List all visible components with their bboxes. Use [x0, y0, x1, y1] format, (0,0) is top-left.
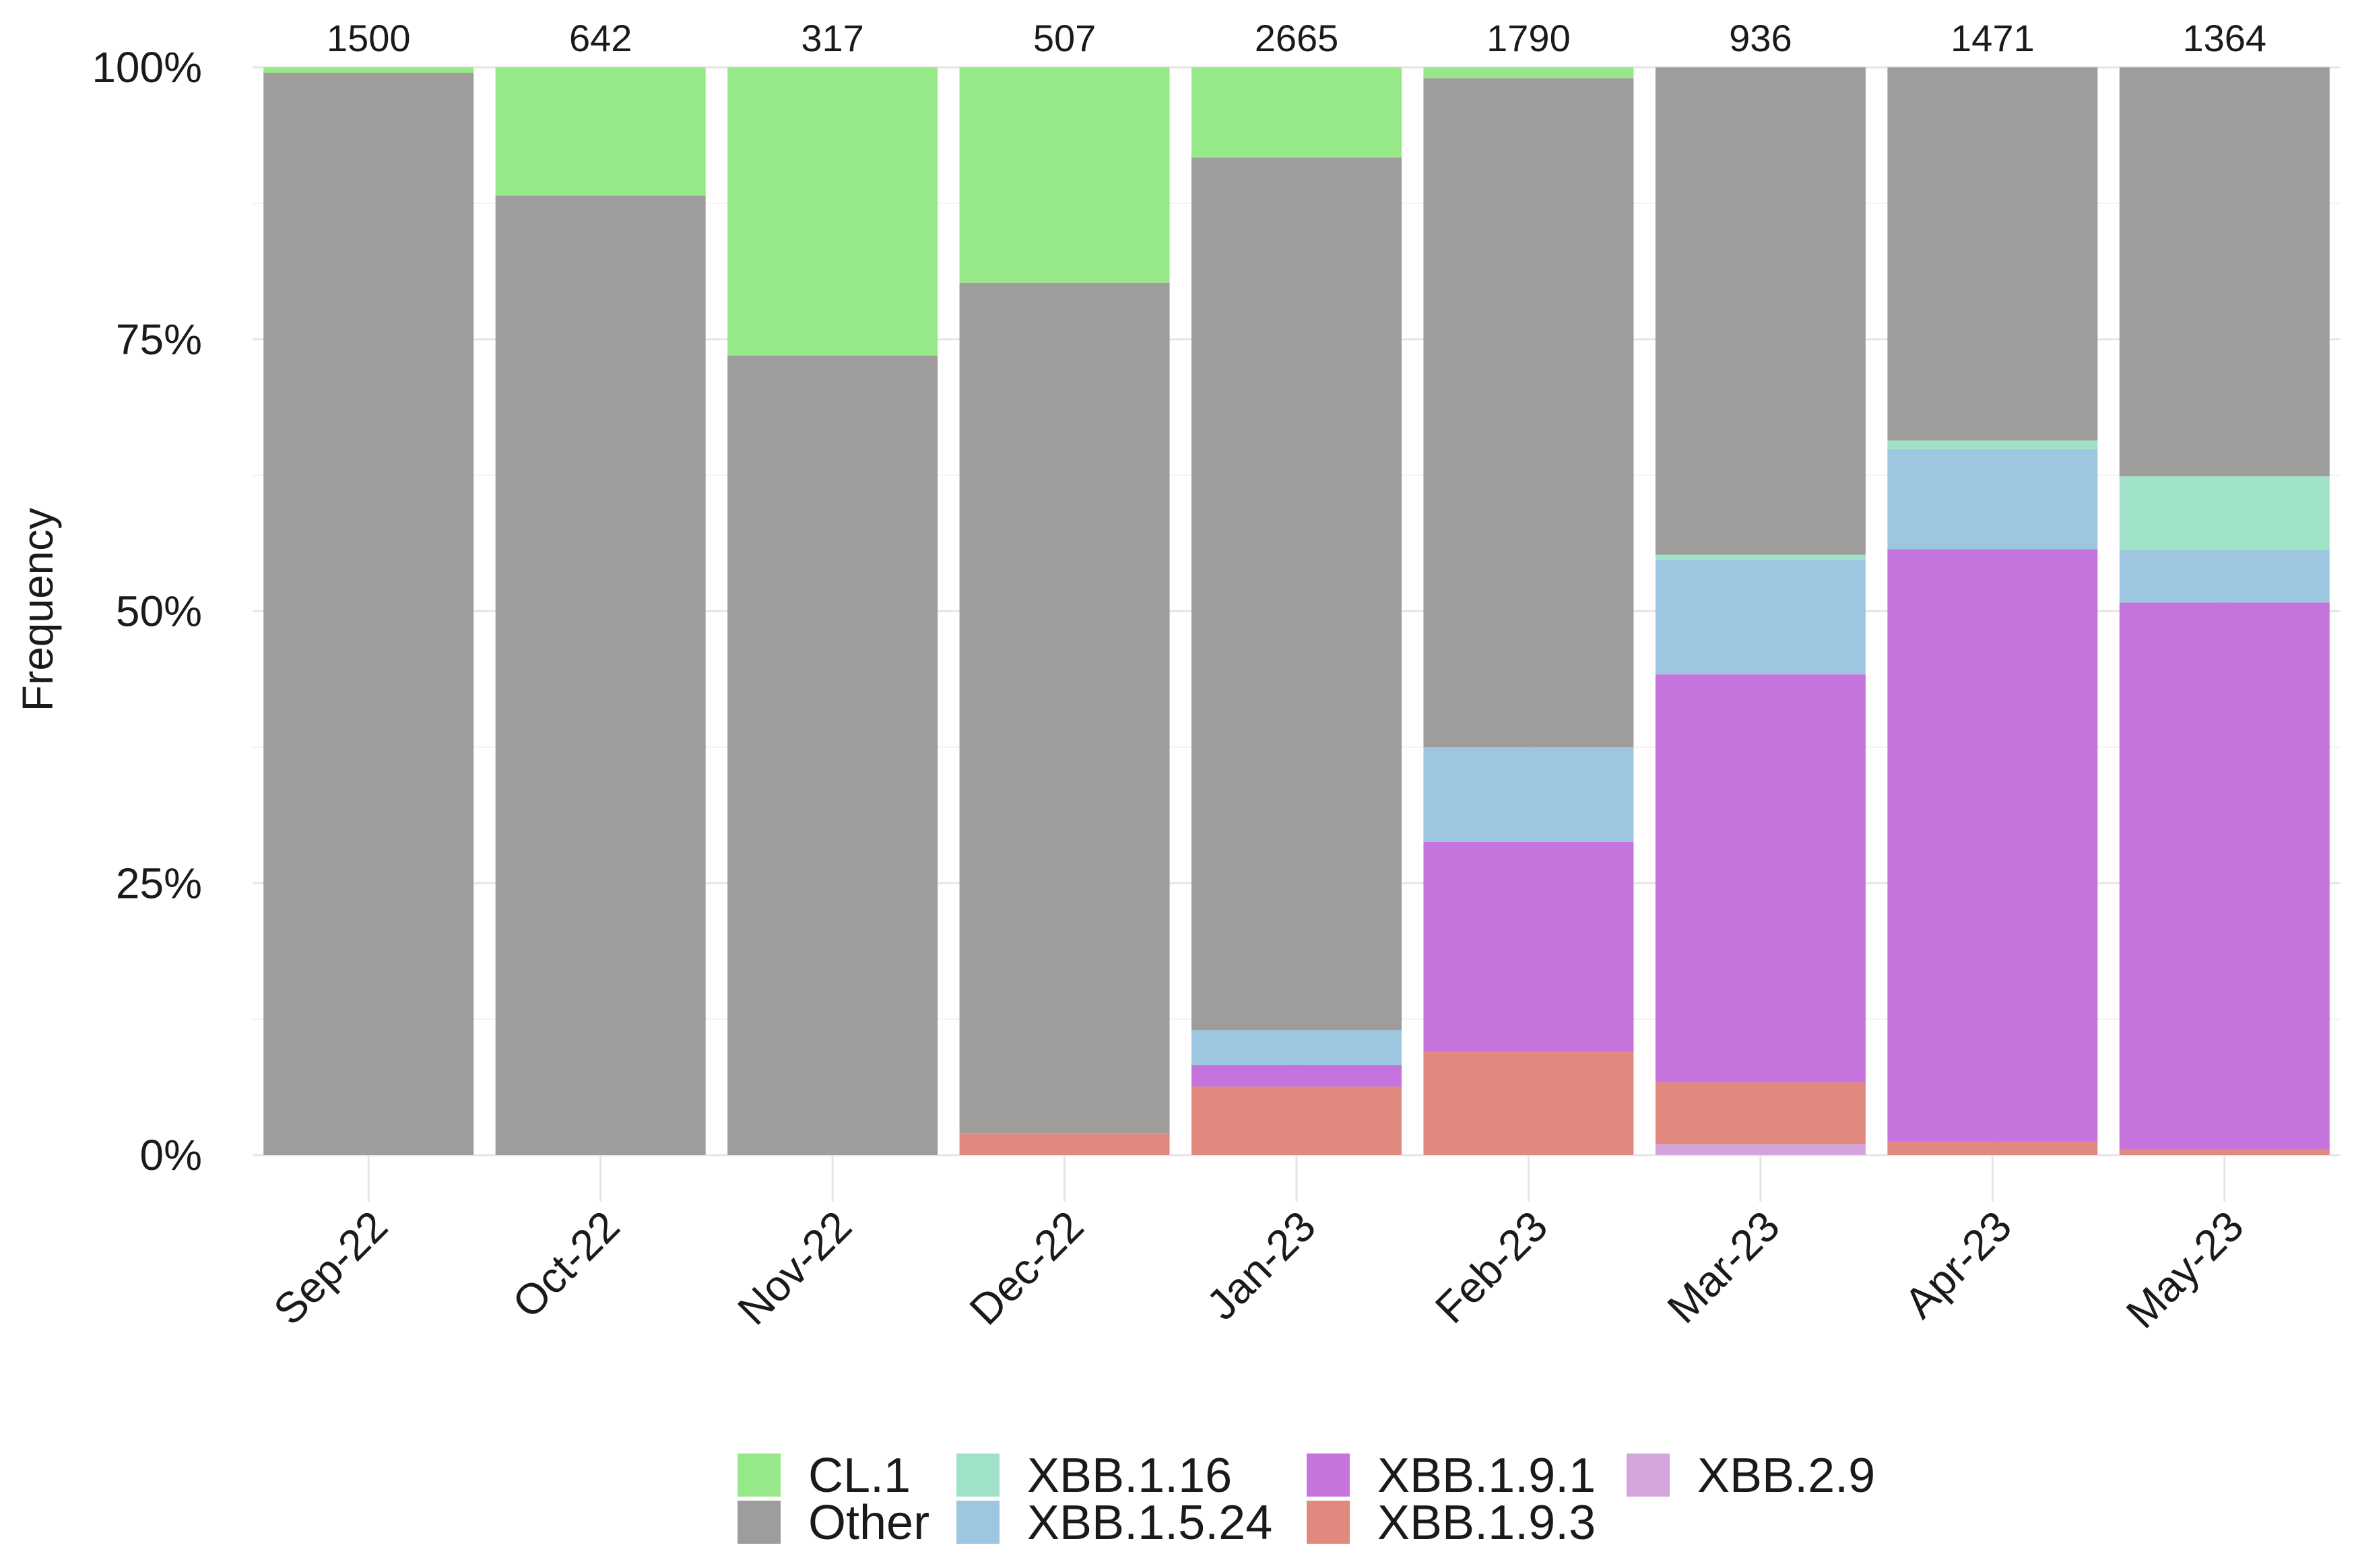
count-label-may-23: 1364: [2182, 17, 2266, 59]
bar-segment-oct-22-cl-1: [495, 67, 706, 196]
legend-swatch-xbb-2-9: [1627, 1453, 1670, 1497]
count-label-dec-22: 507: [1033, 17, 1096, 59]
bar-segment-nov-22-cl-1: [727, 67, 938, 356]
y-tick-label-100: 100%: [92, 43, 202, 92]
legend-swatch-other: [738, 1501, 781, 1544]
bar-segment-nov-22-other: [727, 355, 938, 1155]
bar-segment-feb-23-other: [1423, 78, 1634, 748]
bar-segment-feb-23-xbb-1-9-1: [1423, 841, 1634, 1052]
count-label-feb-23: 1790: [1486, 17, 1571, 59]
bar-segment-dec-22-cl-1: [959, 67, 1170, 283]
x-axis: Sep-22 Oct-22 Nov-22 Dec-22 Jan-23 Feb-23 Mar-…: [264, 1202, 2252, 1338]
legend-swatch-cl-1: [738, 1453, 781, 1497]
bar-segment-apr-23-xbb-1-9-1: [1887, 549, 2098, 1142]
legend-label-xbb-1-9-1: XBB.1.9.1: [1377, 1449, 1596, 1503]
count-label-oct-22: 642: [569, 17, 632, 59]
legend-swatch-xbb-1-9-1: [1307, 1453, 1350, 1497]
x-tick-label-mar-23: Mar-23: [1658, 1202, 1789, 1332]
bar-segment-feb-23-cl-1: [1423, 67, 1634, 79]
count-label-mar-23: 936: [1729, 17, 1792, 59]
x-tick-label-may-23: May-23: [2117, 1202, 2253, 1338]
count-label-apr-23: 1471: [1951, 17, 2035, 59]
bar-segment-mar-23-xbb-2-9: [1655, 1144, 1866, 1155]
bar-segment-jan-23-xbb-1-5-24: [1191, 1030, 1402, 1065]
y-tick-label-50: 50%: [116, 587, 202, 636]
x-tick-label-nov-22: Nov-22: [728, 1202, 861, 1334]
x-tick-label-jan-23: Jan-23: [1198, 1202, 1325, 1329]
legend-label-xbb-1-5-24: XBB.1.5.24: [1027, 1496, 1272, 1550]
x-tick-label-dec-22: Dec-22: [960, 1202, 1093, 1334]
bar-segment-dec-22-xbb-1-9-3: [959, 1133, 1170, 1155]
x-tick-label-oct-22: Oct-22: [503, 1202, 629, 1328]
y-tick-label-0: 0%: [140, 1131, 203, 1179]
bar-segment-may-23-xbb-1-9-3: [2119, 1149, 2330, 1155]
bar-segment-mar-23-xbb-1-9-1: [1655, 674, 1866, 1082]
legend: CL.1OtherXBB.1.16XBB.1.5.24XBB.1.9.1XBB.…: [738, 1449, 1875, 1550]
legend-swatch-xbb-1-9-3: [1307, 1501, 1350, 1544]
bar-segment-may-23-xbb-1-16: [2119, 476, 2330, 551]
bar-segment-feb-23-xbb-1-5-24: [1423, 747, 1634, 842]
bar-segment-jan-23-other: [1191, 158, 1402, 1031]
y-axis-title: Frequency: [13, 508, 62, 711]
x-tick-label-apr-23: Apr-23: [1895, 1202, 2021, 1328]
legend-label-xbb-1-9-3: XBB.1.9.3: [1377, 1496, 1596, 1550]
count-label-nov-22: 317: [801, 17, 863, 59]
y-tick-label-75: 75%: [116, 315, 202, 364]
bar-segment-may-23-xbb-1-5-24: [2119, 550, 2330, 603]
bar-segment-may-23-other: [2119, 67, 2330, 477]
y-axis: 0% 25% 50% 75% 100%: [92, 43, 202, 1179]
bar-segment-apr-23-xbb-1-16: [1887, 440, 2098, 449]
legend-label-xbb-2-9: XBB.2.9: [1697, 1449, 1875, 1503]
bar-segment-jan-23-xbb-1-9-1: [1191, 1064, 1402, 1087]
legend-swatch-xbb-1-16: [956, 1453, 1000, 1497]
bar-segment-feb-23-xbb-1-9-3: [1423, 1051, 1634, 1155]
x-tick-label-feb-23: Feb-23: [1426, 1202, 1557, 1332]
count-label-jan-23: 2665: [1255, 17, 1339, 59]
bar-segment-sep-22-cl-1: [263, 67, 474, 73]
legend-label-other: Other: [808, 1496, 929, 1550]
bar-segment-apr-23-xbb-1-9-3: [1887, 1142, 2098, 1155]
sample-counts: 1500 642 317 507 2665 1790 936 1471 1364: [327, 17, 2266, 59]
bar-segment-mar-23-xbb-1-9-3: [1655, 1082, 1866, 1144]
bar-segment-apr-23-xbb-1-5-24: [1887, 449, 2098, 550]
bar-segment-mar-23-xbb-1-16: [1655, 554, 1866, 560]
bar-segment-jan-23-cl-1: [1191, 67, 1402, 158]
y-tick-label-25: 25%: [116, 859, 202, 907]
bar-segment-sep-22-other: [263, 73, 474, 1156]
x-tick-label-sep-22: Sep-22: [264, 1202, 397, 1334]
bar-segment-mar-23-other: [1655, 67, 1866, 555]
bar-stacks: [263, 67, 2330, 1156]
bar-segment-jan-23-xbb-1-9-3: [1191, 1086, 1402, 1155]
bar-segment-may-23-xbb-1-9-1: [2119, 602, 2330, 1150]
bar-segment-dec-22-other: [959, 282, 1170, 1134]
legend-label-xbb-1-16: XBB.1.16: [1027, 1449, 1232, 1503]
bar-segment-mar-23-xbb-1-5-24: [1655, 560, 1866, 675]
bar-segment-apr-23-other: [1887, 67, 2098, 440]
legend-swatch-xbb-1-5-24: [956, 1501, 1000, 1544]
count-label-sep-22: 1500: [327, 17, 411, 59]
bar-segment-oct-22-other: [495, 195, 706, 1155]
legend-label-cl-1: CL.1: [808, 1449, 911, 1503]
